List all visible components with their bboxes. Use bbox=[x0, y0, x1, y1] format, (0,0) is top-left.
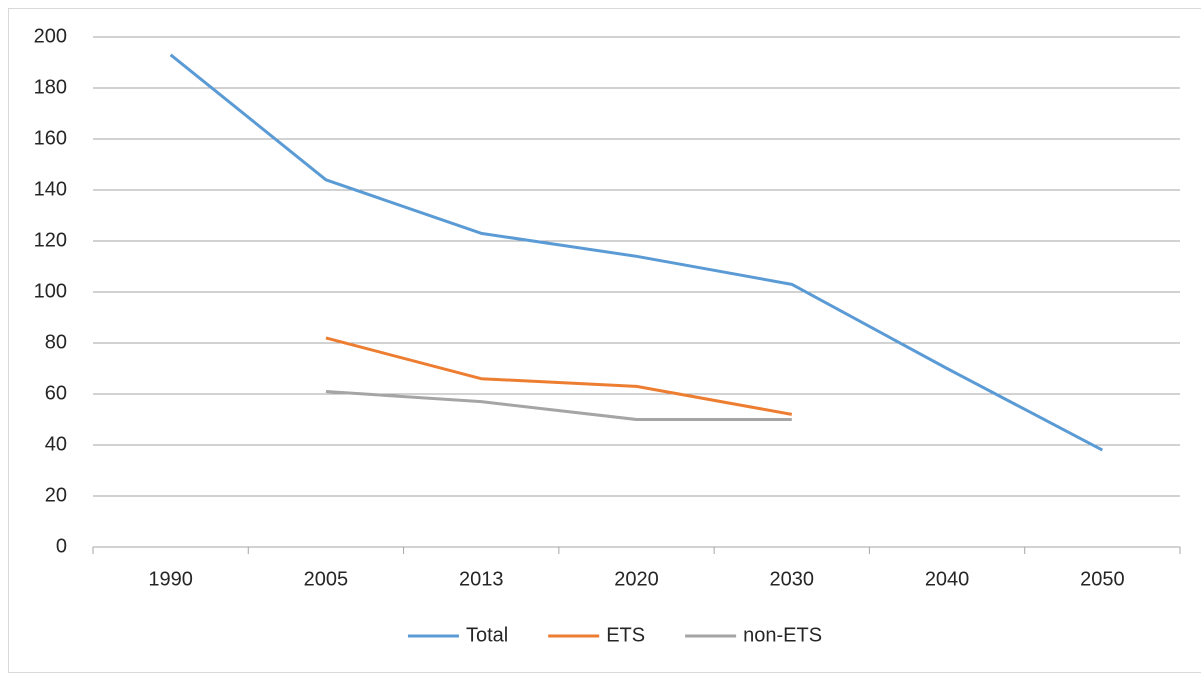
chart-border bbox=[8, 8, 1201, 673]
y-tick-label: 0 bbox=[56, 535, 67, 557]
y-tick-label: 140 bbox=[34, 178, 67, 200]
series-line bbox=[169, 53, 1104, 452]
legend-label: non-ETS bbox=[743, 624, 822, 646]
series-line bbox=[325, 336, 793, 416]
y-tick-label: 100 bbox=[34, 280, 67, 302]
y-tick-label: 40 bbox=[45, 433, 67, 455]
y-tick-label: 60 bbox=[45, 382, 67, 404]
x-tick-label: 2020 bbox=[614, 568, 659, 590]
x-tick-label: 1990 bbox=[148, 568, 193, 590]
y-tick-label: 80 bbox=[45, 331, 67, 353]
x-tick-label: 2040 bbox=[925, 568, 970, 590]
y-tick-label: 20 bbox=[45, 484, 67, 506]
series-line bbox=[325, 389, 792, 421]
y-tick-label: 120 bbox=[34, 229, 67, 251]
x-tick-label: 2005 bbox=[304, 568, 349, 590]
y-tick-label: 160 bbox=[34, 127, 67, 149]
legend-label: Total bbox=[466, 624, 508, 646]
x-tick-label: 2030 bbox=[770, 568, 815, 590]
y-tick-label: 180 bbox=[34, 76, 67, 98]
x-tick-label: 2050 bbox=[1080, 568, 1125, 590]
x-tick-label: 2013 bbox=[459, 568, 504, 590]
legend-label: ETS bbox=[606, 624, 645, 646]
y-tick-label: 200 bbox=[34, 25, 67, 47]
